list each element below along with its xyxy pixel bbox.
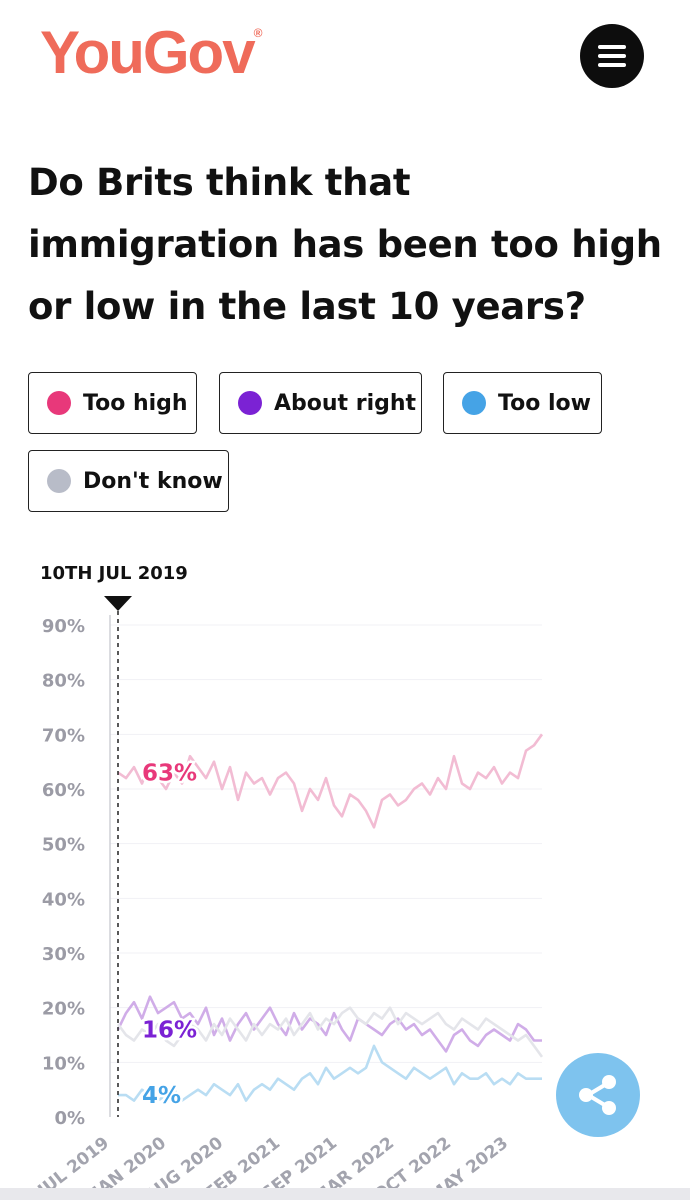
y-axis: 0% 10% 20% 30% 40% 50% 60% 70% 80% 90% [42, 616, 85, 1129]
series-line-don-t-know [116, 1006, 544, 1058]
dont-know-dot-icon [47, 469, 71, 493]
share-icon [579, 1075, 616, 1115]
y-tick-label: 90% [42, 616, 85, 637]
legend-toggle-dont-know[interactable]: Don't know [28, 450, 229, 512]
page-title: Do Brits think that immigration has been… [28, 161, 662, 328]
y-tick-label: 30% [42, 944, 85, 965]
grid [109, 615, 542, 1117]
line-chart[interactable]: 0% 10% 20% 30% 40% 50% 60% 70% 80% 90% 10TH JUL 2… [0, 550, 690, 1190]
y-tick-label: 0% [54, 1108, 85, 1129]
about-right-dot-icon [238, 391, 262, 415]
menu-bar [598, 45, 626, 49]
date-marker-label: 10TH JUL 2019 [40, 563, 188, 584]
logo-text: YouGov [40, 19, 256, 86]
legend-label: About right [274, 390, 417, 416]
registered-mark: ® [253, 26, 263, 40]
legend-toggle-about-right[interactable]: About right [219, 372, 422, 434]
legend-toggle-too-low[interactable]: Too low [443, 372, 602, 434]
legend-label: Don't know [83, 468, 223, 494]
bottom-bar [0, 1188, 690, 1200]
legend-label: Too low [498, 390, 591, 416]
menu-bar [598, 63, 626, 67]
value-label: 63% [142, 761, 197, 787]
series-line-too-low [118, 1044, 542, 1102]
value-label: 4% [142, 1083, 181, 1109]
share-button[interactable] [556, 1053, 640, 1137]
y-tick-label: 80% [42, 671, 85, 692]
legend-label: Too high [83, 390, 188, 416]
too-low-dot-icon [462, 391, 486, 415]
y-tick-label: 60% [42, 780, 85, 801]
yougov-logo[interactable]: YouGov® [40, 18, 262, 87]
legend-toggle-too-high[interactable]: Too high [28, 372, 197, 434]
date-marker-caret[interactable] [104, 596, 132, 611]
y-tick-label: 40% [42, 889, 85, 910]
value-labels: 63% 16% 4% [140, 758, 200, 1112]
series-line-about-right [116, 995, 542, 1053]
menu-bar [598, 54, 626, 58]
y-tick-label: 20% [42, 999, 85, 1020]
series-lines [116, 733, 544, 1102]
date-marker[interactable]: 10TH JUL 2019 [40, 563, 188, 1117]
value-label: 16% [142, 1018, 197, 1044]
y-tick-label: 50% [42, 835, 85, 856]
too-high-dot-icon [47, 391, 71, 415]
y-tick-label: 10% [42, 1053, 85, 1074]
y-tick-label: 70% [42, 725, 85, 746]
hamburger-menu-icon[interactable] [580, 24, 644, 88]
series-line-too-high [117, 733, 544, 829]
